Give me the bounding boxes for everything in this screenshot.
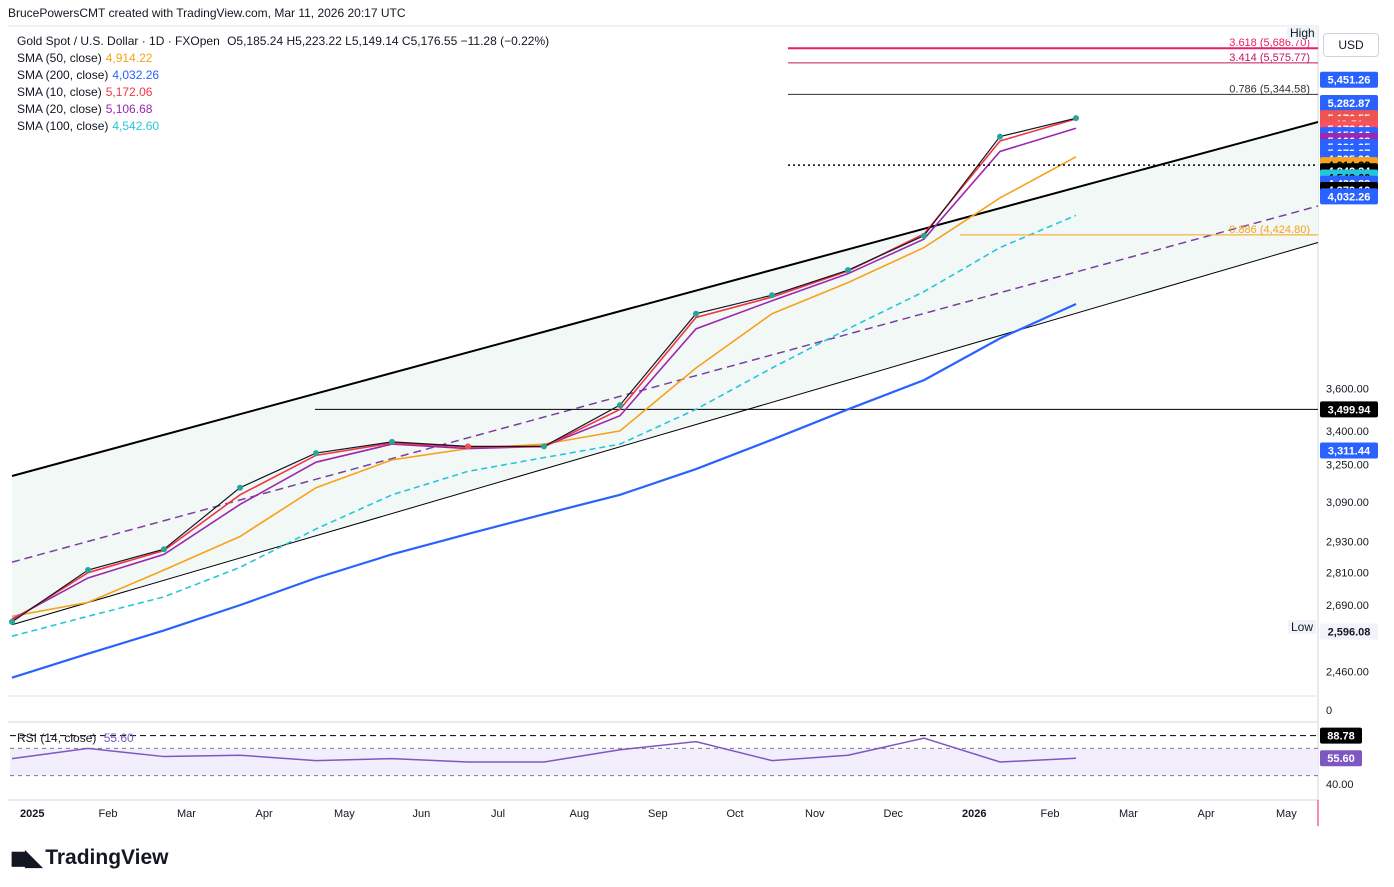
time-tick-10: Nov (805, 808, 825, 820)
indicator-legend: Gold Spot / U.S. Dollar · 1D · FXOpen O5… (17, 33, 549, 135)
rsi-value: 55.60 (103, 731, 134, 745)
price-point-8 (617, 402, 623, 409)
rsi-zero-tick: 0 (1326, 705, 1332, 717)
time-tick-8: Sep (648, 808, 668, 820)
channel-lower-line (11, 241, 1319, 626)
price-tick-5: 2,810.00 (1326, 568, 1369, 580)
price-tick-7: 2,460.00 (1326, 667, 1369, 679)
price-point-0 (9, 618, 15, 625)
price-point-2 (161, 546, 167, 553)
currency-selector[interactable]: USD (1323, 33, 1379, 57)
rsi-band (10, 748, 1318, 776)
price-tag-bg-16 (1320, 188, 1378, 205)
time-tick-13: Feb (1041, 808, 1060, 820)
symbol-name: Gold Spot / U.S. Dollar · 1D · FXOpen (17, 34, 220, 48)
time-tick-4: May (334, 808, 355, 820)
price-tick-1: 3,400.00 (1326, 426, 1369, 438)
rsi-tag-text-0: 88.78 (1327, 731, 1355, 743)
price-tag-bg-18 (1320, 442, 1378, 459)
price-point-11 (845, 267, 851, 274)
ohlc-values: O5,185.24 H5,223.22 L5,149.14 C5,176.55 … (227, 34, 550, 48)
rsi-label: RSI (14, close) (17, 731, 97, 745)
time-tick-16: May (1276, 808, 1297, 820)
time-tick-12: 2026 (962, 808, 986, 820)
price-tag-0: 5,451.26 (1328, 75, 1371, 87)
rsi-line (11, 737, 1077, 763)
legend-sma50-value: 4,914.22 (105, 51, 153, 65)
time-tick-5: Jun (413, 808, 431, 820)
time-tick-3: Apr (256, 808, 273, 820)
fib-label-0: 3.618 (5,686.70) (1229, 37, 1310, 49)
fib-label-2: 0.786 (5,344.58) (1229, 83, 1310, 95)
price-tick-0: 3,600.00 (1326, 383, 1369, 395)
fib-label-1: 3.414 (5,575.77) (1229, 52, 1310, 64)
price-point-12 (921, 232, 927, 239)
channel-upper-line (11, 121, 1319, 477)
price-tick-2: 3,250.00 (1326, 459, 1369, 471)
legend-sma200[interactable]: SMA (200, close) 4,032.26 (17, 67, 549, 84)
price-point-7 (541, 443, 547, 450)
legend-sma100-value: 4,542.60 (112, 119, 160, 133)
legend-sma10[interactable]: SMA (10, close) 5,172.06 (17, 84, 549, 101)
chart-caption: BrucePowersCMT created with TradingView.… (8, 6, 406, 20)
series-line-2 (11, 303, 1077, 679)
price-point-1 (85, 567, 91, 574)
tradingview-logo-icon: ◼◣ (10, 845, 42, 870)
legend-sma10-label: SMA (10, close) (17, 85, 102, 99)
low-tag: Low (1288, 620, 1317, 634)
price-tag-bg-17 (1320, 401, 1378, 418)
tradingview-logo[interactable]: ◼◣ TradingView (10, 845, 169, 870)
legend-sma10-value: 5,172.06 (105, 85, 153, 99)
price-tick-4: 2,930.00 (1326, 537, 1369, 549)
legend-sma20-label: SMA (20, close) (17, 102, 102, 116)
series-line-3 (11, 214, 1077, 637)
price-tick-6: 2,690.00 (1326, 600, 1369, 612)
price-point-4 (313, 450, 319, 457)
legend-sma50[interactable]: SMA (50, close) 4,914.22 (17, 50, 549, 67)
legend-sma200-value: 4,032.26 (112, 68, 160, 82)
price-tag-16: 4,032.26 (1328, 191, 1371, 203)
price-tag-bg-1 (1320, 95, 1378, 112)
time-tick-0: 2025 (20, 808, 44, 820)
price-tick-3: 3,090.00 (1326, 497, 1369, 509)
price-tag-18: 3,311.44 (1328, 446, 1371, 458)
price-tag-1: 5,282.87 (1328, 98, 1371, 110)
legend-sma100-label: SMA (100, close) (17, 119, 109, 133)
price-point-9 (693, 310, 699, 317)
time-tick-2: Mar (177, 808, 196, 820)
price-point-3 (237, 484, 243, 491)
high-tag: High (1287, 26, 1318, 40)
price-point-5 (389, 438, 395, 445)
time-tick-6: Jul (491, 808, 505, 820)
time-tick-9: Oct (727, 808, 744, 820)
rsi-tag-text-1: 55.60 (1327, 753, 1355, 765)
price-point-10 (769, 292, 775, 299)
rsi-legend[interactable]: RSI (14, close) 55.60 (17, 731, 134, 745)
time-tick-7: Aug (570, 808, 590, 820)
legend-sma20-value: 5,106.68 (105, 102, 153, 116)
price-tag-bg-19 (1320, 623, 1378, 640)
price-point-14 (1073, 115, 1079, 122)
rsi-tag-bg-1 (1320, 750, 1362, 767)
time-tick-11: Dec (884, 808, 904, 820)
time-tick-1: Feb (99, 808, 118, 820)
price-tag-bg-0 (1320, 71, 1378, 88)
legend-sma100[interactable]: SMA (100, close) 4,542.60 (17, 118, 549, 135)
channel-fill (12, 121, 1318, 625)
rsi-tag-bg-0 (1320, 727, 1362, 744)
price-tag-19: 2,596.08 (1328, 627, 1371, 639)
fib-label-3: 0.886 (4,424.80) (1229, 224, 1310, 236)
rsi-tick-40: 40.00 (1326, 779, 1354, 791)
symbol-title[interactable]: Gold Spot / U.S. Dollar · 1D · FXOpen O5… (17, 33, 549, 50)
time-tick-15: Apr (1198, 808, 1215, 820)
time-tick-14: Mar (1119, 808, 1138, 820)
price-tag-17: 3,499.94 (1328, 404, 1372, 416)
legend-sma20[interactable]: SMA (20, close) 5,106.68 (17, 101, 549, 118)
price-point-13 (997, 133, 1003, 140)
legend-sma50-label: SMA (50, close) (17, 51, 102, 65)
legend-sma200-label: SMA (200, close) (17, 68, 109, 82)
price-point-6 (465, 443, 471, 450)
